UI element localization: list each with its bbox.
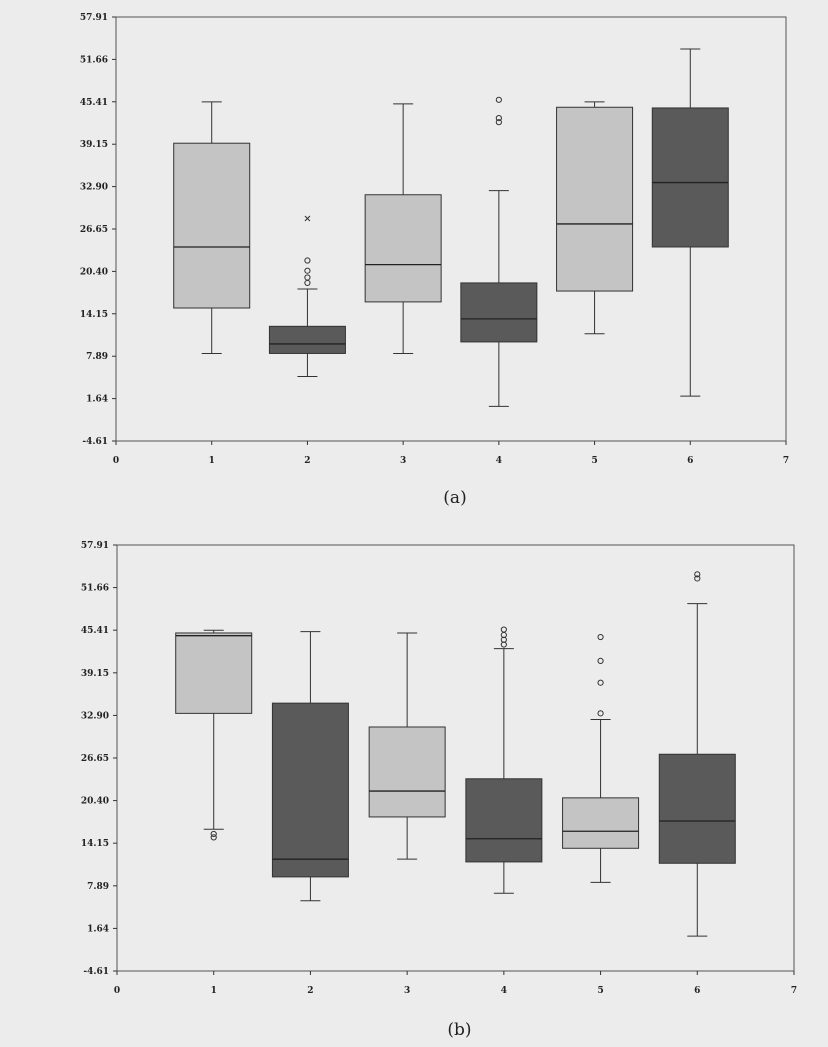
- x-tick-label: 7: [791, 986, 797, 996]
- box-4: [465, 626, 543, 894]
- y-tick-label: 1.64: [86, 395, 108, 405]
- outlier-point: [304, 274, 311, 281]
- y-tick-label: 57.91: [81, 541, 109, 551]
- x-tick-label: 4: [496, 456, 502, 466]
- x-tick-label: 0: [113, 456, 119, 466]
- panel-b: 57.91 51.66 45.41 39.15 32.90 26.65 20.40 14.15…: [81, 541, 797, 1040]
- y-tick-label: -4.61: [82, 437, 108, 447]
- iqr-box: [271, 702, 349, 878]
- y-tick-label: 7.89: [87, 882, 109, 892]
- y-tick-label: 20.40: [81, 797, 109, 807]
- x-tick-label: 3: [400, 456, 406, 466]
- y-tick-label: 32.90: [80, 183, 108, 193]
- y-tick-label: 45.41: [81, 626, 109, 636]
- y-tick-label: 57.91: [80, 13, 108, 23]
- x-tick-label: 0: [114, 986, 120, 996]
- outlier-point: [500, 626, 507, 633]
- y-tick-label: 39.15: [80, 140, 108, 150]
- box-2: [268, 215, 346, 378]
- outlier-point: [495, 96, 502, 103]
- outlier-point: [495, 115, 502, 122]
- outlier-point: [694, 571, 701, 578]
- outlier-point: [597, 633, 604, 641]
- y-tick-label: 51.66: [81, 584, 109, 594]
- y-tick-label: -4.61: [83, 967, 109, 977]
- y-tick-label: 26.65: [81, 754, 109, 764]
- outlier-point: [304, 257, 311, 264]
- y-tick-label: 45.41: [80, 98, 108, 108]
- outlier-point: [210, 834, 217, 841]
- x-tick-label: 1: [209, 456, 215, 466]
- y-tick-label: 39.15: [81, 669, 109, 679]
- outlier-point: [597, 657, 604, 665]
- box-6: [651, 48, 729, 397]
- y-tick-label: 7.89: [86, 352, 108, 362]
- y-tick-label: 26.65: [80, 225, 108, 235]
- box-5: [556, 101, 634, 335]
- outlier-point: [210, 830, 217, 838]
- iqr-box: [368, 726, 446, 818]
- iqr-box: [562, 797, 640, 849]
- y-tick-label: 51.66: [80, 55, 108, 65]
- outlier-cross: [304, 215, 311, 222]
- outlier-point: [597, 710, 604, 717]
- outlier-point: [694, 575, 701, 582]
- x-tick-label: 2: [304, 456, 310, 466]
- box-1: [173, 101, 251, 354]
- iqr-box: [465, 778, 543, 863]
- iqr-box: [364, 194, 442, 303]
- iqr-box: [556, 106, 634, 292]
- box-4: [460, 96, 538, 407]
- y-tick-label: 32.90: [81, 711, 109, 721]
- x-tick-label: 7: [783, 456, 789, 466]
- box-1: [175, 629, 253, 841]
- y-tick-label: 20.40: [80, 267, 108, 277]
- outlier-point: [495, 119, 502, 126]
- x-tick-label: 1: [211, 986, 217, 996]
- x-tick-label: 6: [687, 456, 693, 466]
- panel-caption: (b): [447, 1020, 471, 1040]
- y-tick-label: 14.15: [80, 310, 108, 320]
- box-5: [562, 633, 640, 883]
- panel-caption: (a): [443, 488, 466, 508]
- iqr-box: [651, 107, 729, 248]
- y-tick-label: 1.64: [87, 924, 109, 934]
- outlier-point: [304, 267, 311, 274]
- x-tick-label: 6: [694, 986, 700, 996]
- x-tick-label: 5: [591, 456, 597, 466]
- box-3: [364, 103, 442, 354]
- box-6: [658, 571, 736, 937]
- box-2: [271, 631, 349, 902]
- y-tick-label: 14.15: [81, 839, 109, 849]
- x-tick-label: 4: [501, 986, 507, 996]
- iqr-box: [460, 282, 538, 343]
- x-tick-label: 5: [597, 986, 603, 996]
- iqr-box: [658, 753, 736, 864]
- panel-a: 57.91 51.66 45.41 39.15 32.90 26.65 20.40 14.15…: [80, 13, 789, 508]
- iqr-box: [268, 325, 346, 354]
- iqr-box: [173, 142, 251, 309]
- iqr-box: [175, 632, 253, 714]
- x-tick-label: 3: [404, 986, 410, 996]
- x-tick-label: 2: [307, 986, 313, 996]
- box-3: [368, 632, 446, 860]
- outlier-point: [597, 679, 604, 686]
